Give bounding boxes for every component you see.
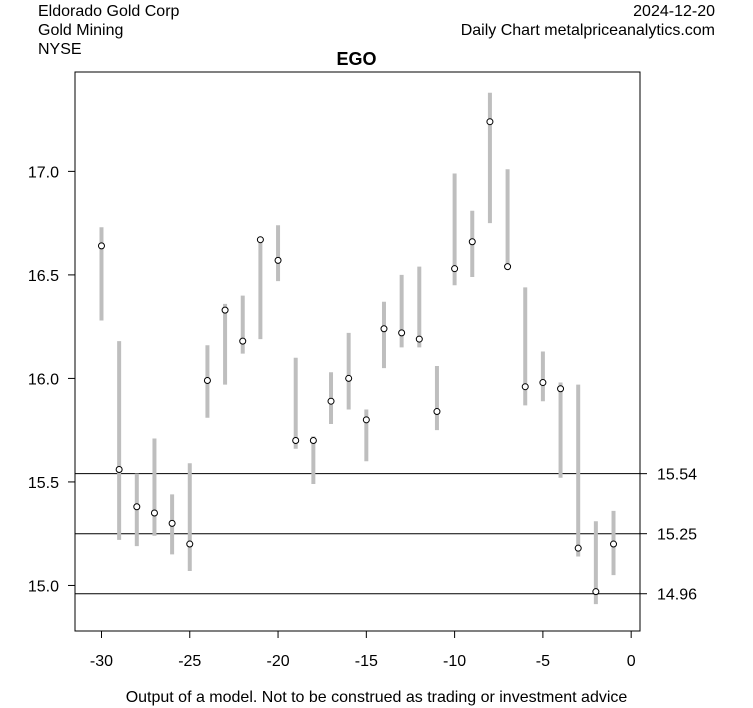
header-right: 2024-12-20 Daily Chart metalpriceanalyti… bbox=[461, 2, 715, 40]
x-tick-label: -30 bbox=[90, 653, 113, 670]
close-point bbox=[504, 263, 512, 271]
close-point bbox=[433, 408, 441, 416]
y-tick-label: 16.0 bbox=[28, 371, 59, 388]
chart-title: EGO bbox=[336, 49, 377, 69]
close-point bbox=[451, 265, 459, 273]
close-point bbox=[521, 383, 529, 391]
close-point bbox=[203, 376, 211, 384]
close-point bbox=[186, 540, 194, 548]
header-left: Eldorado Gold Corp Gold Mining NYSE bbox=[38, 2, 179, 59]
source-label: Daily Chart metalpriceanalytics.com bbox=[460, 22, 715, 39]
close-point bbox=[345, 374, 353, 382]
close-point bbox=[327, 397, 335, 405]
disclaimer-footer: Output of a model. Not to be construed a… bbox=[125, 689, 628, 706]
company-name: Eldorado Gold Corp bbox=[38, 3, 180, 20]
chart-date: 2024-12-20 bbox=[633, 3, 715, 20]
close-point bbox=[398, 329, 406, 337]
x-tick-label: -15 bbox=[355, 653, 378, 670]
close-point bbox=[115, 466, 123, 474]
reference-line-label: 15.25 bbox=[657, 527, 697, 544]
close-point bbox=[309, 437, 317, 445]
close-point bbox=[133, 503, 141, 511]
close-point bbox=[380, 325, 388, 333]
reference-line-label: 14.96 bbox=[657, 587, 697, 604]
x-tick-label: -20 bbox=[266, 653, 289, 670]
close-point bbox=[592, 588, 600, 596]
x-tick-label: 0 bbox=[627, 653, 636, 670]
y-tick-label: 15.5 bbox=[28, 475, 59, 492]
close-point bbox=[274, 256, 282, 264]
x-tick-label: -5 bbox=[536, 653, 550, 670]
exchange-label: NYSE bbox=[38, 41, 82, 58]
close-point bbox=[221, 306, 229, 314]
x-tick-label: -25 bbox=[178, 653, 201, 670]
close-point bbox=[415, 335, 423, 343]
close-point bbox=[256, 236, 264, 244]
close-point bbox=[468, 238, 476, 246]
close-point bbox=[97, 242, 105, 250]
y-tick-label: 15.0 bbox=[28, 578, 59, 595]
close-point bbox=[610, 540, 618, 548]
close-point bbox=[539, 379, 547, 387]
close-point bbox=[168, 519, 176, 527]
close-point bbox=[557, 385, 565, 393]
sector-label: Gold Mining bbox=[38, 22, 124, 39]
close-point bbox=[239, 337, 247, 345]
close-point bbox=[486, 118, 494, 126]
y-tick-label: 17.0 bbox=[28, 164, 59, 181]
close-point bbox=[292, 437, 300, 445]
x-tick-label: -10 bbox=[443, 653, 466, 670]
close-point bbox=[574, 544, 582, 552]
close-point bbox=[150, 509, 158, 517]
reference-line-label: 15.54 bbox=[657, 467, 697, 484]
y-tick-label: 16.5 bbox=[28, 268, 59, 285]
close-point bbox=[362, 416, 370, 424]
plot-frame bbox=[74, 71, 641, 632]
